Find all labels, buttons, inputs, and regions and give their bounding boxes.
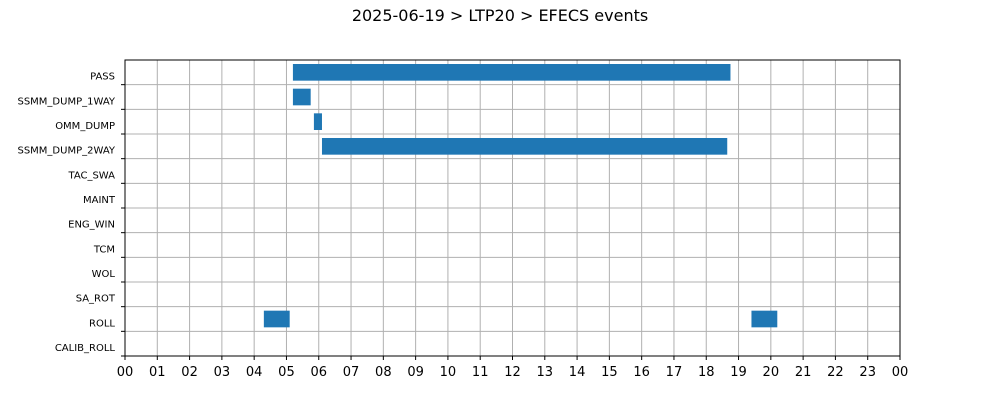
x-tick-label: 19	[730, 365, 747, 380]
x-tick-label: 07	[343, 365, 360, 380]
x-tick-label: 06	[310, 365, 327, 380]
y-tick-label: TAC_SWA	[67, 170, 115, 181]
x-tick-label: 23	[859, 365, 876, 380]
x-tick-label: 01	[149, 365, 166, 380]
y-tick-label: WOL	[92, 269, 116, 280]
x-tick-label: 09	[407, 365, 424, 380]
event-bars	[263, 64, 778, 328]
x-tick-label: 22	[827, 365, 844, 380]
x-tick-label: 13	[537, 365, 554, 380]
x-tick-label: 05	[278, 365, 295, 380]
y-tick-label: ENG_WIN	[68, 220, 115, 231]
x-tick-label: 15	[601, 365, 618, 380]
x-tick-label: 14	[569, 365, 586, 380]
y-tick-label: SA_ROT	[76, 294, 116, 305]
event-bar-omm-dump	[313, 113, 322, 130]
x-tick-label: 21	[795, 365, 812, 380]
y-tick-label: TCM	[93, 244, 115, 255]
x-tick-label: 08	[375, 365, 392, 380]
y-axis: PASS SSMM_DUMP_1WAY OMM_DUMP SSMM_DUMP_2WAY…	[17, 72, 125, 357]
event-bar-ssmm-dump-2way	[321, 138, 728, 155]
grid-lines	[124, 60, 901, 356]
x-tick-label: 16	[633, 365, 650, 380]
x-tick-label: 11	[472, 365, 489, 380]
x-tick-label: 12	[504, 365, 521, 380]
x-tick-label: 03	[214, 365, 231, 380]
event-bar-ssmm-dump-1way	[292, 88, 311, 106]
y-tick-label: SSMM_DUMP_1WAY	[17, 96, 115, 107]
x-tick-label: 10	[440, 365, 457, 380]
event-bar-roll	[263, 310, 290, 328]
x-axis: 00 01 02 03 04 05 06 07 08 09 10 11 12 13 14 15 16 17 18 19…	[117, 356, 909, 380]
chart-title: 2025-06-19 > LTP20 > EFECS events	[351, 6, 649, 25]
x-tick-label: 04	[246, 365, 263, 380]
event-bar-pass	[292, 64, 731, 81]
y-tick-label: OMM_DUMP	[55, 121, 115, 132]
y-tick-label: SSMM_DUMP_2WAY	[17, 146, 115, 157]
y-tick-label: ROLL	[89, 318, 115, 329]
y-tick-label: CALIB_ROLL	[55, 343, 116, 354]
event-bar-roll	[751, 310, 778, 328]
x-tick-label: 18	[698, 365, 715, 380]
y-tick-label: MAINT	[83, 195, 116, 206]
y-tick-label: PASS	[90, 72, 115, 83]
x-tick-label: 17	[666, 365, 683, 380]
x-tick-label: 20	[763, 365, 780, 380]
x-tick-label: 00	[117, 365, 134, 380]
x-tick-label: 00	[892, 365, 909, 380]
x-tick-label: 02	[181, 365, 198, 380]
